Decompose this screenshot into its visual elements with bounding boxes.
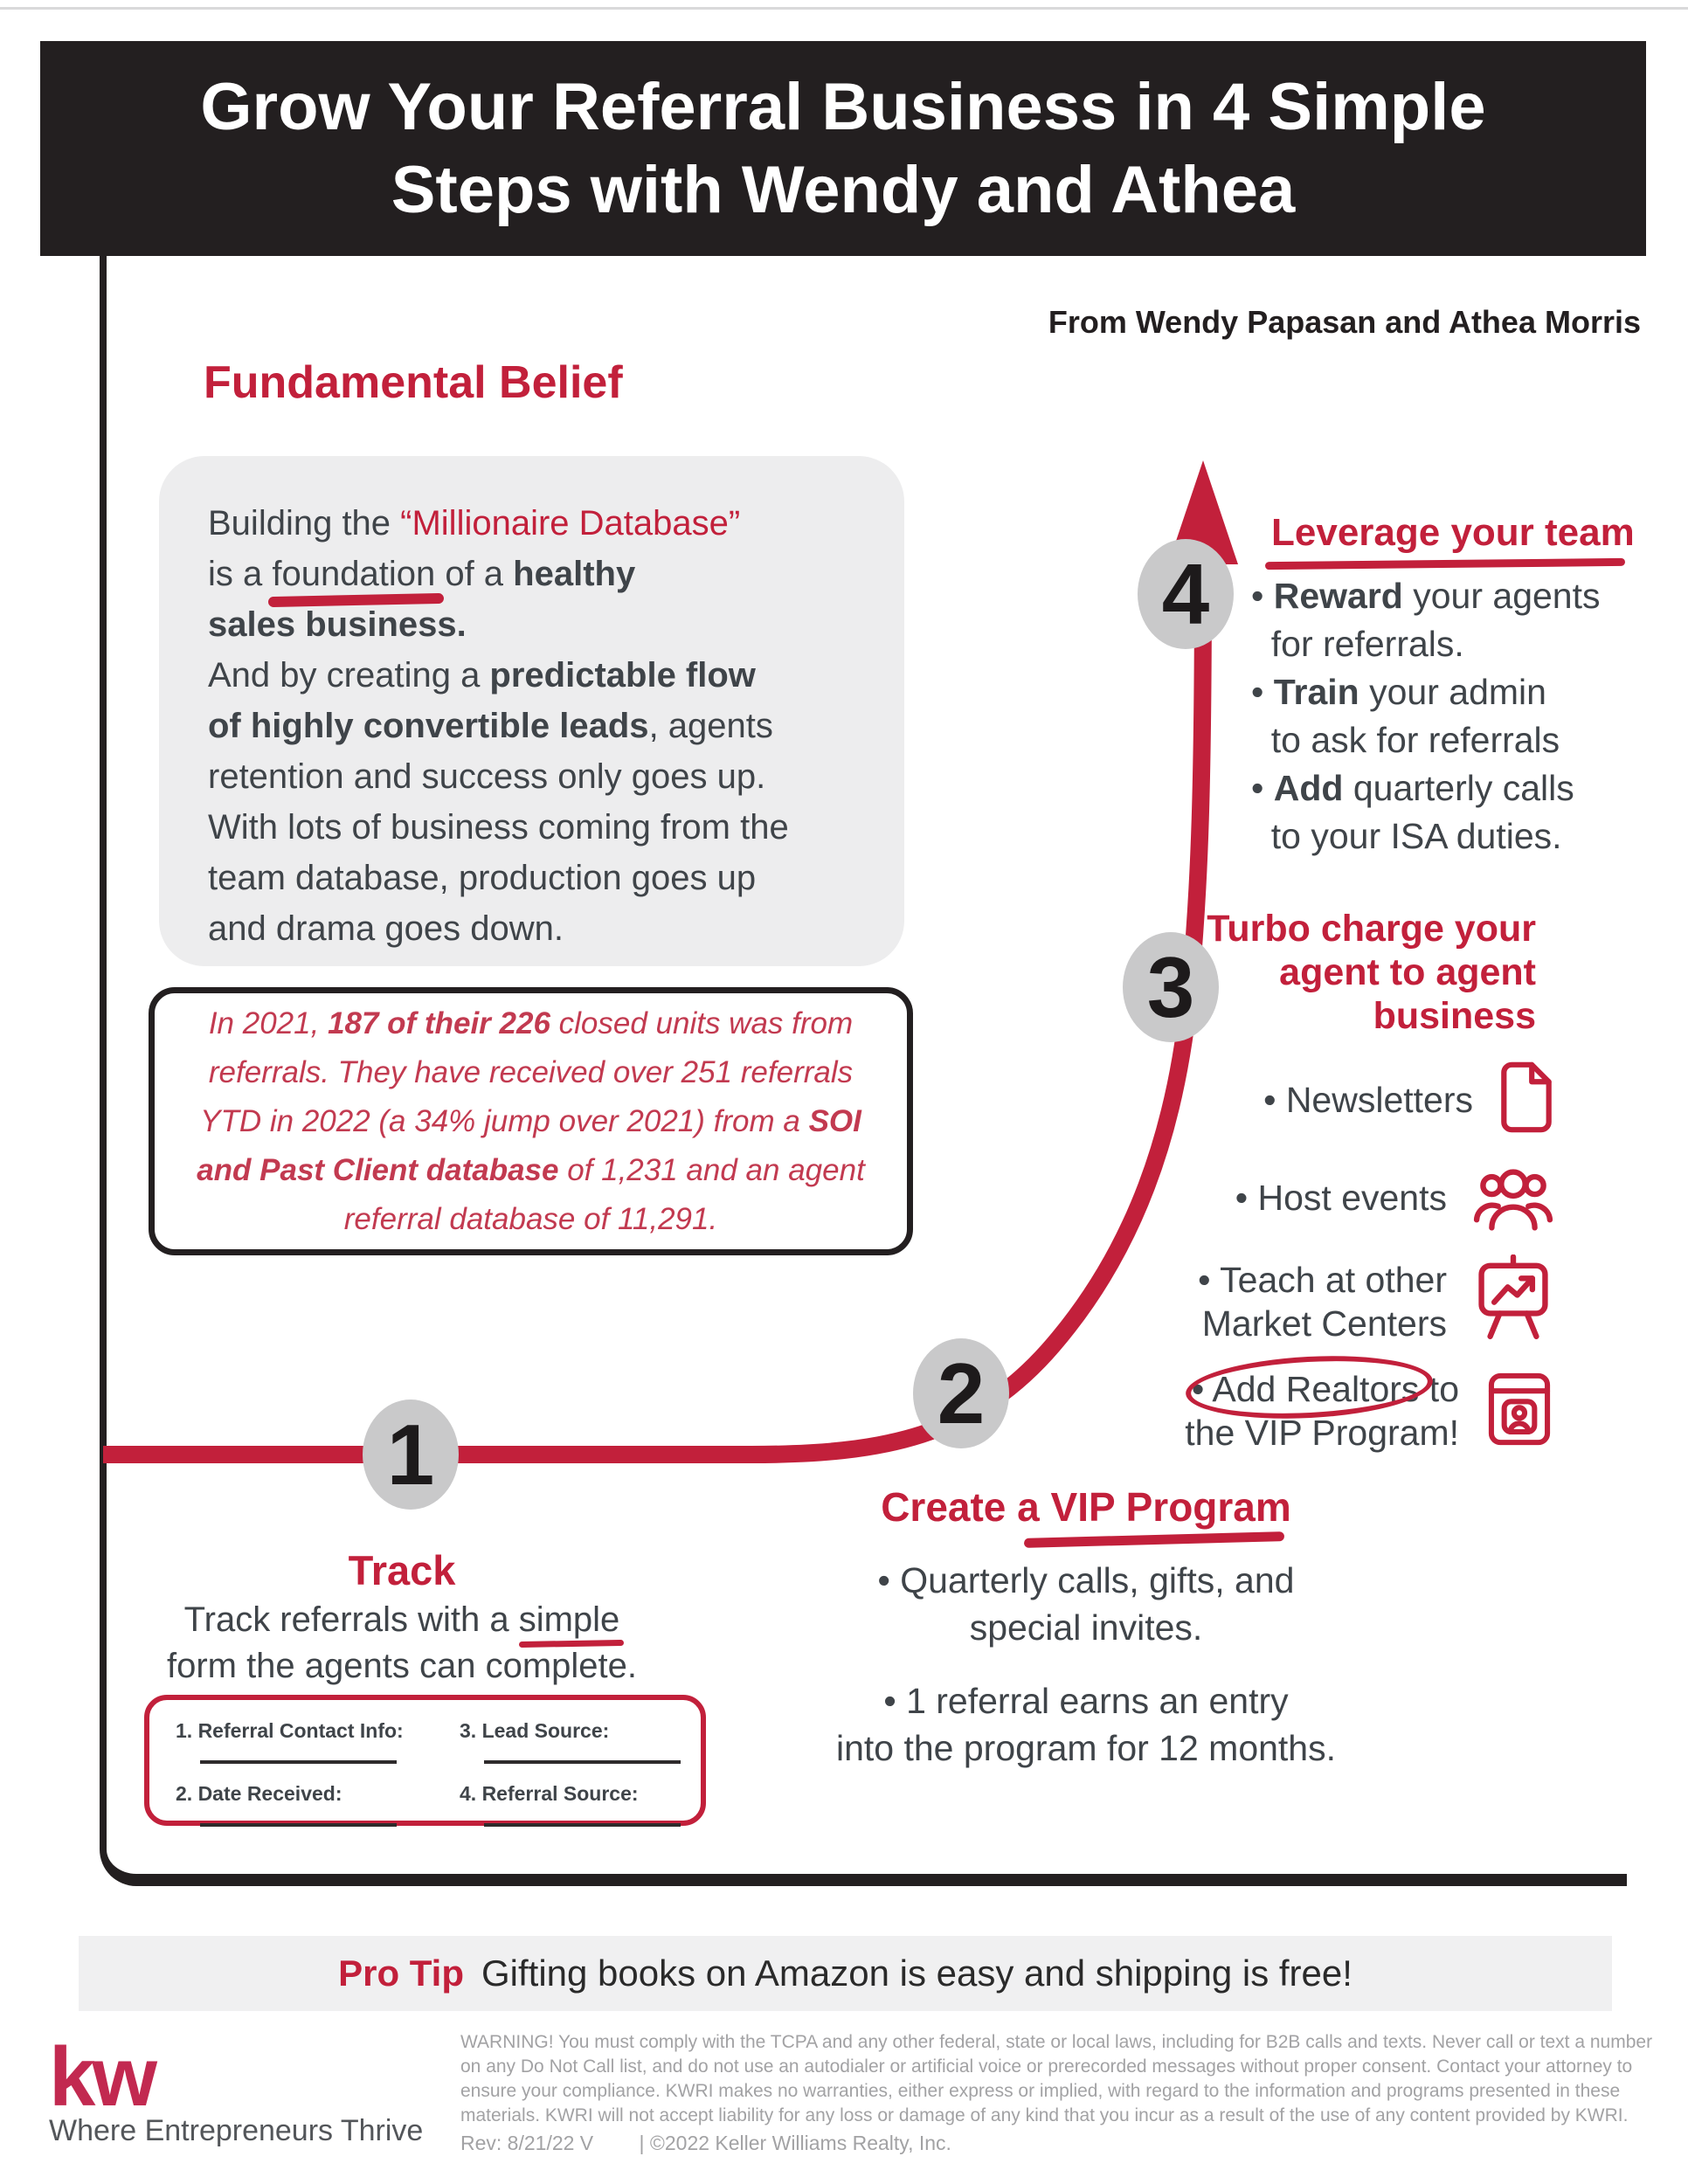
form-field-label: 4. Referral Source: bbox=[460, 1782, 639, 1805]
document-icon bbox=[1499, 1059, 1553, 1140]
step-4-marker: 4 bbox=[1138, 539, 1234, 649]
pro-tip-text: Gifting books on Amazon is easy and ship… bbox=[481, 1952, 1352, 1994]
step-3-item-label: • Newsletters bbox=[1263, 1079, 1473, 1120]
step-3-item-label: • Add Realtors to the VIP Program! bbox=[1185, 1369, 1459, 1453]
form-blank-line bbox=[484, 1760, 681, 1764]
form-field: 4. Referral Source: bbox=[460, 1782, 701, 1845]
stat-text: In 2021, 187 of their 226 closed units w… bbox=[197, 1006, 865, 1236]
step-1-description: Track referrals with a simple form the ag… bbox=[166, 1600, 638, 1685]
byline: From Wendy Papasan and Athea Morris bbox=[1048, 304, 1641, 340]
kw-tagline: Where Entrepreneurs Thrive bbox=[49, 2114, 424, 2147]
step-4-title: Leverage your team bbox=[1271, 511, 1635, 554]
id-card-icon bbox=[1485, 1368, 1553, 1455]
list-item: • Newsletters bbox=[926, 1059, 1553, 1140]
form-field: 3. Lead Source: bbox=[460, 1719, 701, 1782]
step-1-title: Track bbox=[348, 1547, 456, 1593]
form-field: 2. Date Received: bbox=[176, 1782, 460, 1845]
pro-tip-label: Pro Tip bbox=[338, 1952, 464, 1994]
belief-body: Building the “Millionaire Database” is a … bbox=[208, 504, 789, 948]
step-3-title: Turbo charge your agent to agent busines… bbox=[961, 907, 1536, 1038]
list-item: • Add Realtors to the VIP Program! bbox=[926, 1367, 1553, 1455]
copyright-label: | ©2022 Keller Williams Realty, Inc. bbox=[639, 2132, 951, 2154]
step-3-items: • Newsletters • Host events bbox=[926, 1059, 1553, 1474]
form-field-label: 1. Referral Contact Info: bbox=[176, 1719, 404, 1742]
step-2-marker: 2 bbox=[913, 1338, 1009, 1448]
header-banner: Grow Your Referral Business in 4 Simple … bbox=[40, 41, 1646, 256]
step-3-marker: 3 bbox=[1123, 932, 1219, 1042]
belief-heading: Fundamental Belief bbox=[204, 357, 623, 408]
step-1-marker: 1 bbox=[363, 1400, 459, 1510]
step-2-bullet-1: • Quarterly calls, gifts, and special inv… bbox=[877, 1560, 1295, 1648]
step-2-title: Create a VIP Program bbox=[881, 1484, 1291, 1530]
step-3-title-line3: business bbox=[1373, 995, 1536, 1037]
page-title-line1: Grow Your Referral Business in 4 Simple bbox=[200, 70, 1486, 144]
page-edge-line bbox=[0, 7, 1688, 10]
form-blank-line bbox=[200, 1823, 397, 1827]
legal-warning-text: WARNING! You must comply with the TCPA a… bbox=[460, 2032, 1653, 2125]
step-4-bullets: • Reward your agents for referrals. • Tra… bbox=[1251, 576, 1601, 856]
revision-line: Rev: 8/21/22 V | ©2022 Keller Williams R… bbox=[460, 2132, 951, 2155]
step-2-bullet-2: • 1 referral earns an entry into the prog… bbox=[835, 1681, 1337, 1768]
step-3-title-line1: Turbo charge your bbox=[1207, 908, 1536, 950]
referral-form: 1. Referral Contact Info: 3. Lead Source… bbox=[144, 1695, 706, 1827]
belief-panel: Building the “Millionaire Database” is a … bbox=[159, 456, 904, 966]
list-item: • Host events bbox=[926, 1159, 1553, 1235]
form-field-label: 3. Lead Source: bbox=[460, 1719, 610, 1742]
pro-tip-bar: Pro Tip Gifting books on Amazon is easy … bbox=[79, 1936, 1612, 2011]
kw-logo: kw bbox=[49, 2030, 157, 2124]
people-icon bbox=[1473, 1159, 1553, 1235]
step-3-item-label: • Host events bbox=[1235, 1177, 1447, 1218]
presentation-chart-icon bbox=[1473, 1254, 1553, 1348]
form-blank-line bbox=[484, 1823, 681, 1827]
form-field: 1. Referral Contact Info: bbox=[176, 1719, 460, 1782]
form-blank-line bbox=[200, 1760, 397, 1764]
list-item: • Teach at other Market Centers bbox=[926, 1254, 1553, 1348]
page-title-line2: Steps with Wendy and Athea bbox=[391, 153, 1296, 227]
revision-label: Rev: 8/21/22 V bbox=[460, 2132, 594, 2154]
form-field-label: 2. Date Received: bbox=[176, 1782, 342, 1805]
step-3-title-line2: agent to agent bbox=[1279, 951, 1536, 993]
step-3-item-label: • Teach at other Market Centers bbox=[1198, 1259, 1447, 1344]
stat-callout: In 2021, 187 of their 226 closed units w… bbox=[149, 987, 913, 1255]
